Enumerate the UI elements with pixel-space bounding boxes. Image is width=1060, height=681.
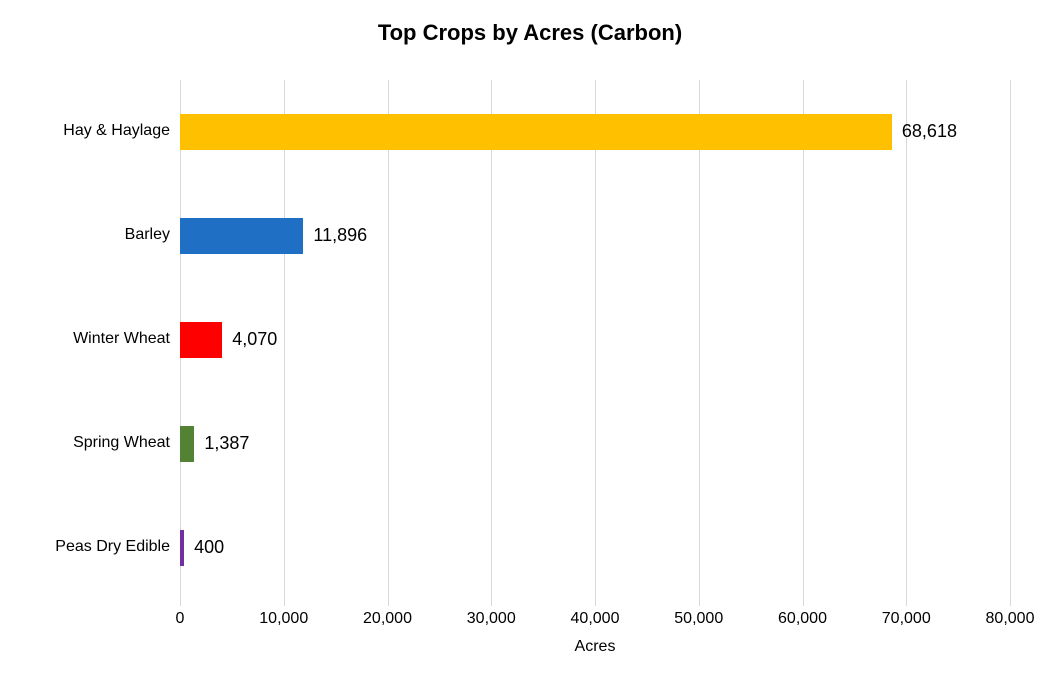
bar-value-label: 11,896 [313, 225, 367, 246]
x-tick-mark [180, 600, 181, 606]
bar [180, 530, 184, 566]
x-tick-label: 70,000 [866, 610, 946, 628]
x-tick-label: 40,000 [555, 610, 635, 628]
gridline [284, 80, 285, 600]
gridline [1010, 80, 1011, 600]
category-label: Spring Wheat [73, 434, 170, 452]
bar-value-label: 68,618 [902, 121, 957, 142]
x-tick-label: 80,000 [970, 610, 1050, 628]
bar-value-label: 400 [194, 537, 224, 558]
gridline [595, 80, 596, 600]
bar [180, 426, 194, 462]
gridline [803, 80, 804, 600]
x-tick-mark [388, 600, 389, 606]
x-tick-mark [699, 600, 700, 606]
x-tick-mark [595, 600, 596, 606]
plot-area: 68,618 11,896 4,070 1,387 400 [180, 80, 1010, 600]
category-label: Barley [125, 226, 170, 244]
bar-value-label: 1,387 [204, 433, 249, 454]
bar [180, 114, 892, 150]
x-tick-label: 60,000 [763, 610, 843, 628]
category-label: Hay & Haylage [63, 122, 170, 140]
x-tick-mark [491, 600, 492, 606]
bar [180, 218, 303, 254]
x-tick-label: 50,000 [659, 610, 739, 628]
chart-title: Top Crops by Acres (Carbon) [0, 20, 1060, 46]
x-tick-label: 10,000 [244, 610, 324, 628]
chart-container: Top Crops by Acres (Carbon) 68,618 11,896… [0, 0, 1060, 681]
x-tick-mark [906, 600, 907, 606]
x-tick-mark [803, 600, 804, 606]
gridline [699, 80, 700, 600]
x-tick-label: 0 [140, 610, 220, 628]
gridline [388, 80, 389, 600]
bar-value-label: 4,070 [232, 329, 277, 350]
x-tick-mark [1010, 600, 1011, 606]
gridline [906, 80, 907, 600]
category-label: Winter Wheat [73, 330, 170, 348]
x-tick-mark [284, 600, 285, 606]
category-label: Peas Dry Edible [55, 538, 170, 556]
gridline [491, 80, 492, 600]
bar [180, 322, 222, 358]
x-tick-label: 30,000 [451, 610, 531, 628]
x-tick-label: 20,000 [348, 610, 428, 628]
x-axis-label: Acres [180, 638, 1010, 656]
